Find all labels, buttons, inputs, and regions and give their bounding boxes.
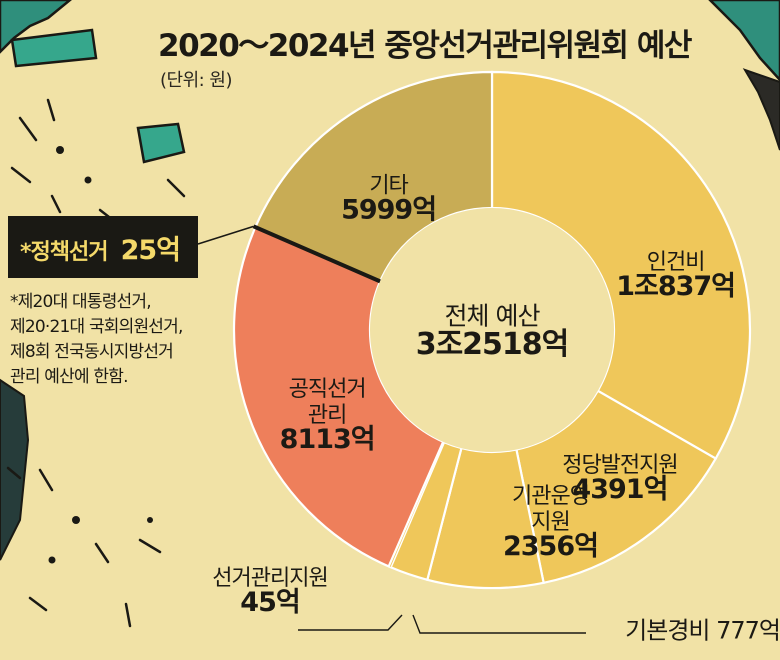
callout-value: 25억 [120, 235, 181, 266]
slice-label-기타: 기타 [369, 174, 408, 199]
donut-center-label: 전체 예산 [445, 301, 541, 330]
slice-label-인건비: 인건비 [647, 250, 705, 275]
slice-label-기본경비: 기본경비 777억 [625, 617, 780, 645]
callout-label: *정책선거 [20, 240, 108, 265]
background-dark-edge [0, 378, 30, 561]
background-teal-corner [708, 0, 780, 82]
slice-label-공직선거관리: 8113억 [280, 424, 375, 455]
slice-label-기관운영지원: 지원 [531, 510, 569, 535]
donut-center-hole [370, 208, 614, 452]
footnote-line: 제20·21대 국회의원선거, [10, 317, 183, 337]
slice-label-기관운영지원: 기관운영 [512, 484, 589, 509]
leader-line-기본경비 [412, 614, 586, 634]
footnote: *제20대 대통령선거, 제20·21대 국회의원선거, 제8회 전국동시지방선… [10, 290, 250, 390]
policy-election-callout: *정책선거 25억 [8, 216, 198, 278]
footnote-line: 제8회 전국동시지방선거 [10, 342, 174, 362]
background-dark-edge [742, 68, 780, 151]
background-scratches [6, 98, 186, 628]
footnote-line: 관리 예산에 한함. [10, 367, 129, 387]
background-teal-corner [0, 0, 72, 54]
chart-title: 2020～2024년 중앙선거관리위원회 예산 [158, 28, 692, 64]
slice-label-선거관리지원: 45억 [240, 587, 299, 618]
slice-label-선거관리지원: 선거관리지원 [212, 566, 327, 591]
slice-label-공직선거관리: 관리 [308, 403, 346, 428]
slice-label-기타: 5999억 [341, 195, 436, 226]
slice-label-공직선거관리: 공직선거 [289, 377, 366, 402]
donut-slice-marker-정책선거 [252, 224, 381, 284]
slice-label-정당발전지원: 4391억 [572, 474, 667, 505]
background-teal-chip [10, 28, 98, 68]
callout-leader-line [197, 225, 254, 245]
slice-label-인건비: 1조837억 [616, 271, 735, 302]
slice-label-정당발전지원: 정당발전지원 [562, 453, 677, 478]
donut-center-label: 3조2518억 [416, 327, 569, 362]
background-teal-chip [136, 122, 186, 164]
slice-label-기관운영지원: 2356억 [503, 531, 598, 562]
footnote-line: *제20대 대통령선거, [10, 292, 152, 312]
chart-unit: (단위: 원) [160, 70, 233, 91]
leader-line-선거관리지원 [298, 614, 403, 631]
